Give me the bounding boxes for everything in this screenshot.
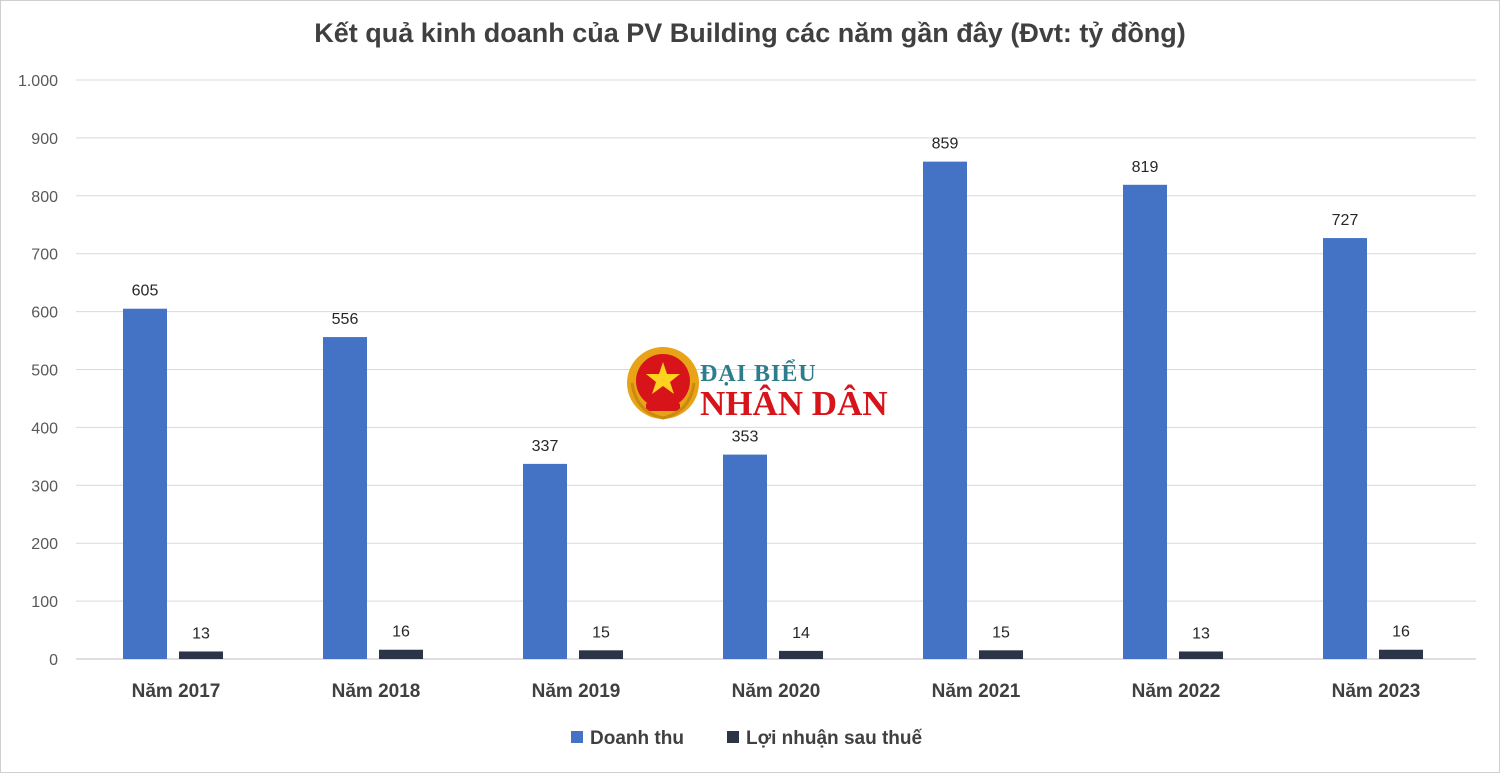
profit-data-label: 14: [792, 625, 810, 642]
profit-data-label: 16: [392, 624, 410, 641]
legend-label-revenue: Doanh thu: [590, 728, 684, 749]
profit-data-label: 15: [992, 624, 1010, 641]
revenue-bar: [523, 463, 567, 659]
profit-data-label: 13: [1192, 625, 1210, 642]
revenue-bar: [923, 161, 967, 659]
x-category-label: Năm 2017: [132, 681, 221, 702]
watermark-line2: NHÂN DÂN: [700, 383, 888, 423]
revenue-bar: [123, 308, 167, 659]
profit-bar: [179, 651, 223, 659]
revenue-data-label: 353: [732, 429, 759, 446]
revenue-data-label: 556: [332, 311, 359, 328]
revenue-bar: [1123, 184, 1167, 659]
y-axis-ticks: 0 100 200 300 400 500 600 700 800 900 1.000: [18, 73, 58, 669]
revenue-bar: [1323, 238, 1367, 659]
x-category-label: Năm 2022: [1132, 681, 1221, 702]
x-category-label: Năm 2021: [932, 681, 1021, 702]
watermark: ĐẠI BIỂU NHÂN DÂN: [627, 347, 888, 423]
revenue-data-label: 337: [532, 438, 559, 455]
revenue-data-label: 859: [932, 136, 959, 153]
profit-bar: [779, 650, 823, 659]
y-tick-label: 600: [31, 305, 58, 322]
bars: [123, 161, 1423, 659]
y-tick-label: 200: [31, 536, 58, 553]
chart-title: Kết quả kinh doanh của PV Building các n…: [314, 18, 1186, 48]
profit-bar: [1179, 651, 1223, 659]
y-tick-label: 800: [31, 189, 58, 206]
y-tick-label: 1.000: [18, 73, 58, 90]
y-tick-label: 100: [31, 594, 58, 611]
revenue-bar: [723, 454, 767, 659]
y-tick-label: 300: [31, 478, 58, 495]
legend-swatch-revenue: [571, 731, 583, 743]
profit-bar: [579, 650, 623, 659]
revenue-data-label: 605: [132, 283, 159, 300]
y-tick-label: 900: [31, 131, 58, 148]
profit-bar: [379, 649, 423, 659]
x-category-label: Năm 2018: [332, 681, 421, 702]
vietnam-emblem-icon: [627, 347, 699, 420]
gridlines: [76, 79, 1476, 660]
x-axis-categories: Năm 2017 Năm 2018 Năm 2019 Năm 2020 Năm 2021…: [132, 681, 1421, 702]
x-category-label: Năm 2023: [1332, 681, 1421, 702]
y-tick-label: 400: [31, 420, 58, 437]
legend-swatch-profit: [727, 731, 739, 743]
legend: Doanh thu Lợi nhuận sau thuế: [571, 728, 922, 749]
y-tick-label: 0: [49, 652, 58, 669]
y-tick-label: 700: [31, 247, 58, 264]
watermark-line1: ĐẠI BIỂU: [700, 360, 817, 387]
revenue-data-label: 727: [1332, 212, 1359, 229]
profit-bar: [979, 650, 1023, 659]
data-labels: 605 13 556 16 337 15 353 14 859 15 819 13 727 16: [132, 136, 1410, 643]
revenue-data-label: 819: [1132, 159, 1159, 176]
x-category-label: Năm 2020: [732, 681, 821, 702]
revenue-bar: [323, 337, 367, 659]
profit-data-label: 15: [592, 624, 610, 641]
profit-data-label: 16: [1392, 624, 1410, 641]
profit-data-label: 13: [192, 625, 210, 642]
profit-bar: [1379, 649, 1423, 659]
legend-label-profit: Lợi nhuận sau thuế: [746, 728, 922, 749]
y-tick-label: 500: [31, 363, 58, 380]
x-category-label: Năm 2019: [532, 681, 621, 702]
